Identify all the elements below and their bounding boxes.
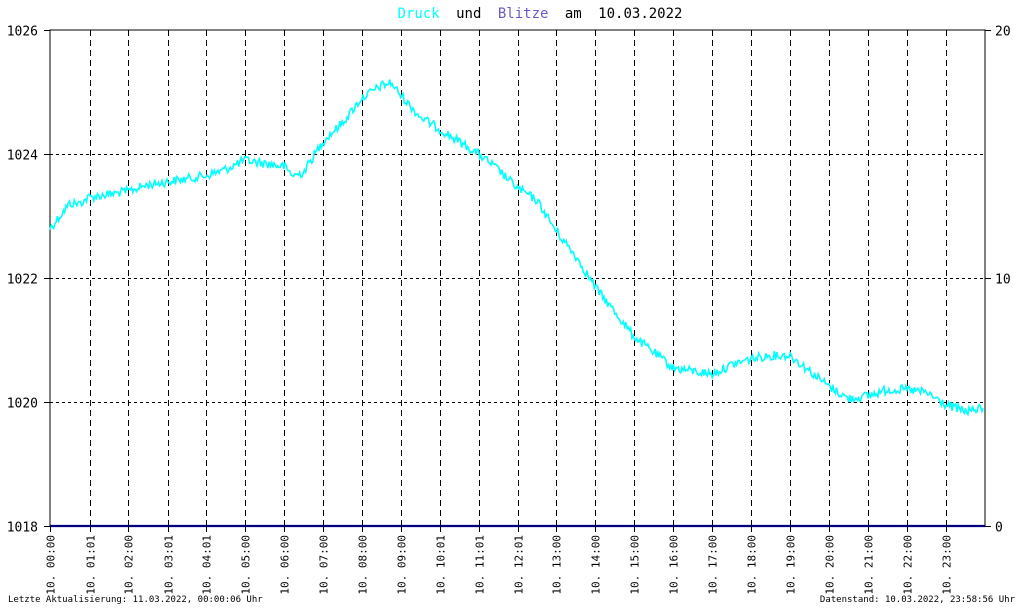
y-tick-label-left: 1026 xyxy=(7,25,38,40)
title-am: am xyxy=(565,6,582,22)
right-axis: 0 10 20 xyxy=(985,25,1011,536)
x-tick-label: 10. 15:00 xyxy=(629,535,642,595)
y-tick-label-left: 1024 xyxy=(7,149,38,164)
x-tick-label: 10. 10:01 xyxy=(435,535,448,595)
x-tick-label: 10. 16:00 xyxy=(668,535,681,595)
left-axis: 1018 1020 1022 1024 1026 xyxy=(7,25,50,536)
title-date: 10.03.2022 xyxy=(598,6,682,22)
x-tick-label: 10. 05:00 xyxy=(240,535,253,595)
footer-left: Letzte Aktualisierung: 11.03.2022, 00:00… xyxy=(8,595,263,605)
y-tick-label-right: 0 xyxy=(995,521,1003,536)
title-druck: Druck xyxy=(398,6,441,22)
x-tick-label: 10. 14:00 xyxy=(590,535,603,595)
title-und: und xyxy=(456,6,481,22)
x-tick-label: 10. 06:00 xyxy=(279,535,292,595)
x-tick-label: 10. 21:00 xyxy=(863,535,876,595)
footer-right: Datenstand: 10.03.2022, 23:58:56 Uhr xyxy=(820,595,1016,605)
x-axis: 10. 00:00 10. 01:01 10. 02:00 10. 03:01 10. … xyxy=(45,526,954,595)
x-tick-label: 10. 23:00 xyxy=(941,535,954,595)
x-tick-label: 10. 07:00 xyxy=(318,535,331,595)
x-tick-label: 10. 00:00 xyxy=(45,535,58,595)
x-tick-label: 10. 04:01 xyxy=(201,535,214,595)
y-tick-label-right: 10 xyxy=(995,273,1011,288)
x-tick-label: 10. 17:00 xyxy=(707,535,720,595)
x-tick-label: 10. 11:01 xyxy=(474,535,487,595)
grid xyxy=(49,29,986,527)
y-tick-label-right: 20 xyxy=(995,25,1011,40)
x-tick-label: 10. 02:00 xyxy=(123,535,136,595)
x-tick-label: 10. 12:01 xyxy=(513,535,526,595)
x-tick-label: 10. 19:00 xyxy=(785,535,798,595)
x-tick-label: 10. 03:01 xyxy=(163,535,176,595)
x-tick-label: 10. 08:00 xyxy=(357,535,370,595)
x-tick-label: 10. 13:00 xyxy=(551,535,564,595)
x-tick-label: 10. 09:00 xyxy=(396,535,409,595)
y-tick-label-left: 1022 xyxy=(7,273,38,288)
y-tick-label-left: 1018 xyxy=(7,521,38,536)
x-tick-label: 10. 01:01 xyxy=(85,535,98,595)
chart-title: Druck und Blitze am 10.03.2022 xyxy=(398,6,683,22)
series-druck-line xyxy=(49,79,984,417)
x-tick-label: 10. 20:00 xyxy=(824,535,837,595)
title-blitze: Blitze xyxy=(498,6,549,22)
x-tick-label: 10. 22:00 xyxy=(902,535,915,595)
y-tick-label-left: 1020 xyxy=(7,397,38,412)
x-tick-label: 10. 18:00 xyxy=(746,535,759,595)
